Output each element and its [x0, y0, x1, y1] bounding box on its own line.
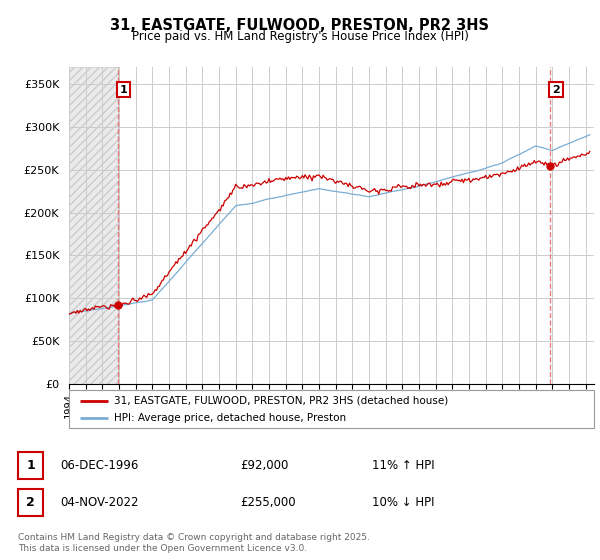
Bar	[69, 67, 118, 384]
Text: 06-DEC-1996: 06-DEC-1996	[60, 459, 139, 473]
Bar	[69, 67, 118, 384]
Text: 2: 2	[26, 496, 35, 510]
Text: 1: 1	[26, 459, 35, 473]
Text: £255,000: £255,000	[240, 496, 296, 510]
Text: 31, EASTGATE, FULWOOD, PRESTON, PR2 3HS (detached house): 31, EASTGATE, FULWOOD, PRESTON, PR2 3HS …	[113, 395, 448, 405]
Text: £92,000: £92,000	[240, 459, 289, 473]
Text: 04-NOV-2022: 04-NOV-2022	[60, 496, 139, 510]
Text: 1: 1	[119, 85, 127, 95]
Text: 31, EASTGATE, FULWOOD, PRESTON, PR2 3HS: 31, EASTGATE, FULWOOD, PRESTON, PR2 3HS	[110, 18, 490, 34]
Text: Price paid vs. HM Land Registry's House Price Index (HPI): Price paid vs. HM Land Registry's House …	[131, 30, 469, 43]
Text: 10% ↓ HPI: 10% ↓ HPI	[372, 496, 434, 510]
Text: 11% ↑ HPI: 11% ↑ HPI	[372, 459, 434, 473]
Text: Contains HM Land Registry data © Crown copyright and database right 2025.
This d: Contains HM Land Registry data © Crown c…	[18, 533, 370, 553]
Text: HPI: Average price, detached house, Preston: HPI: Average price, detached house, Pres…	[113, 413, 346, 423]
Text: 2: 2	[552, 85, 560, 95]
